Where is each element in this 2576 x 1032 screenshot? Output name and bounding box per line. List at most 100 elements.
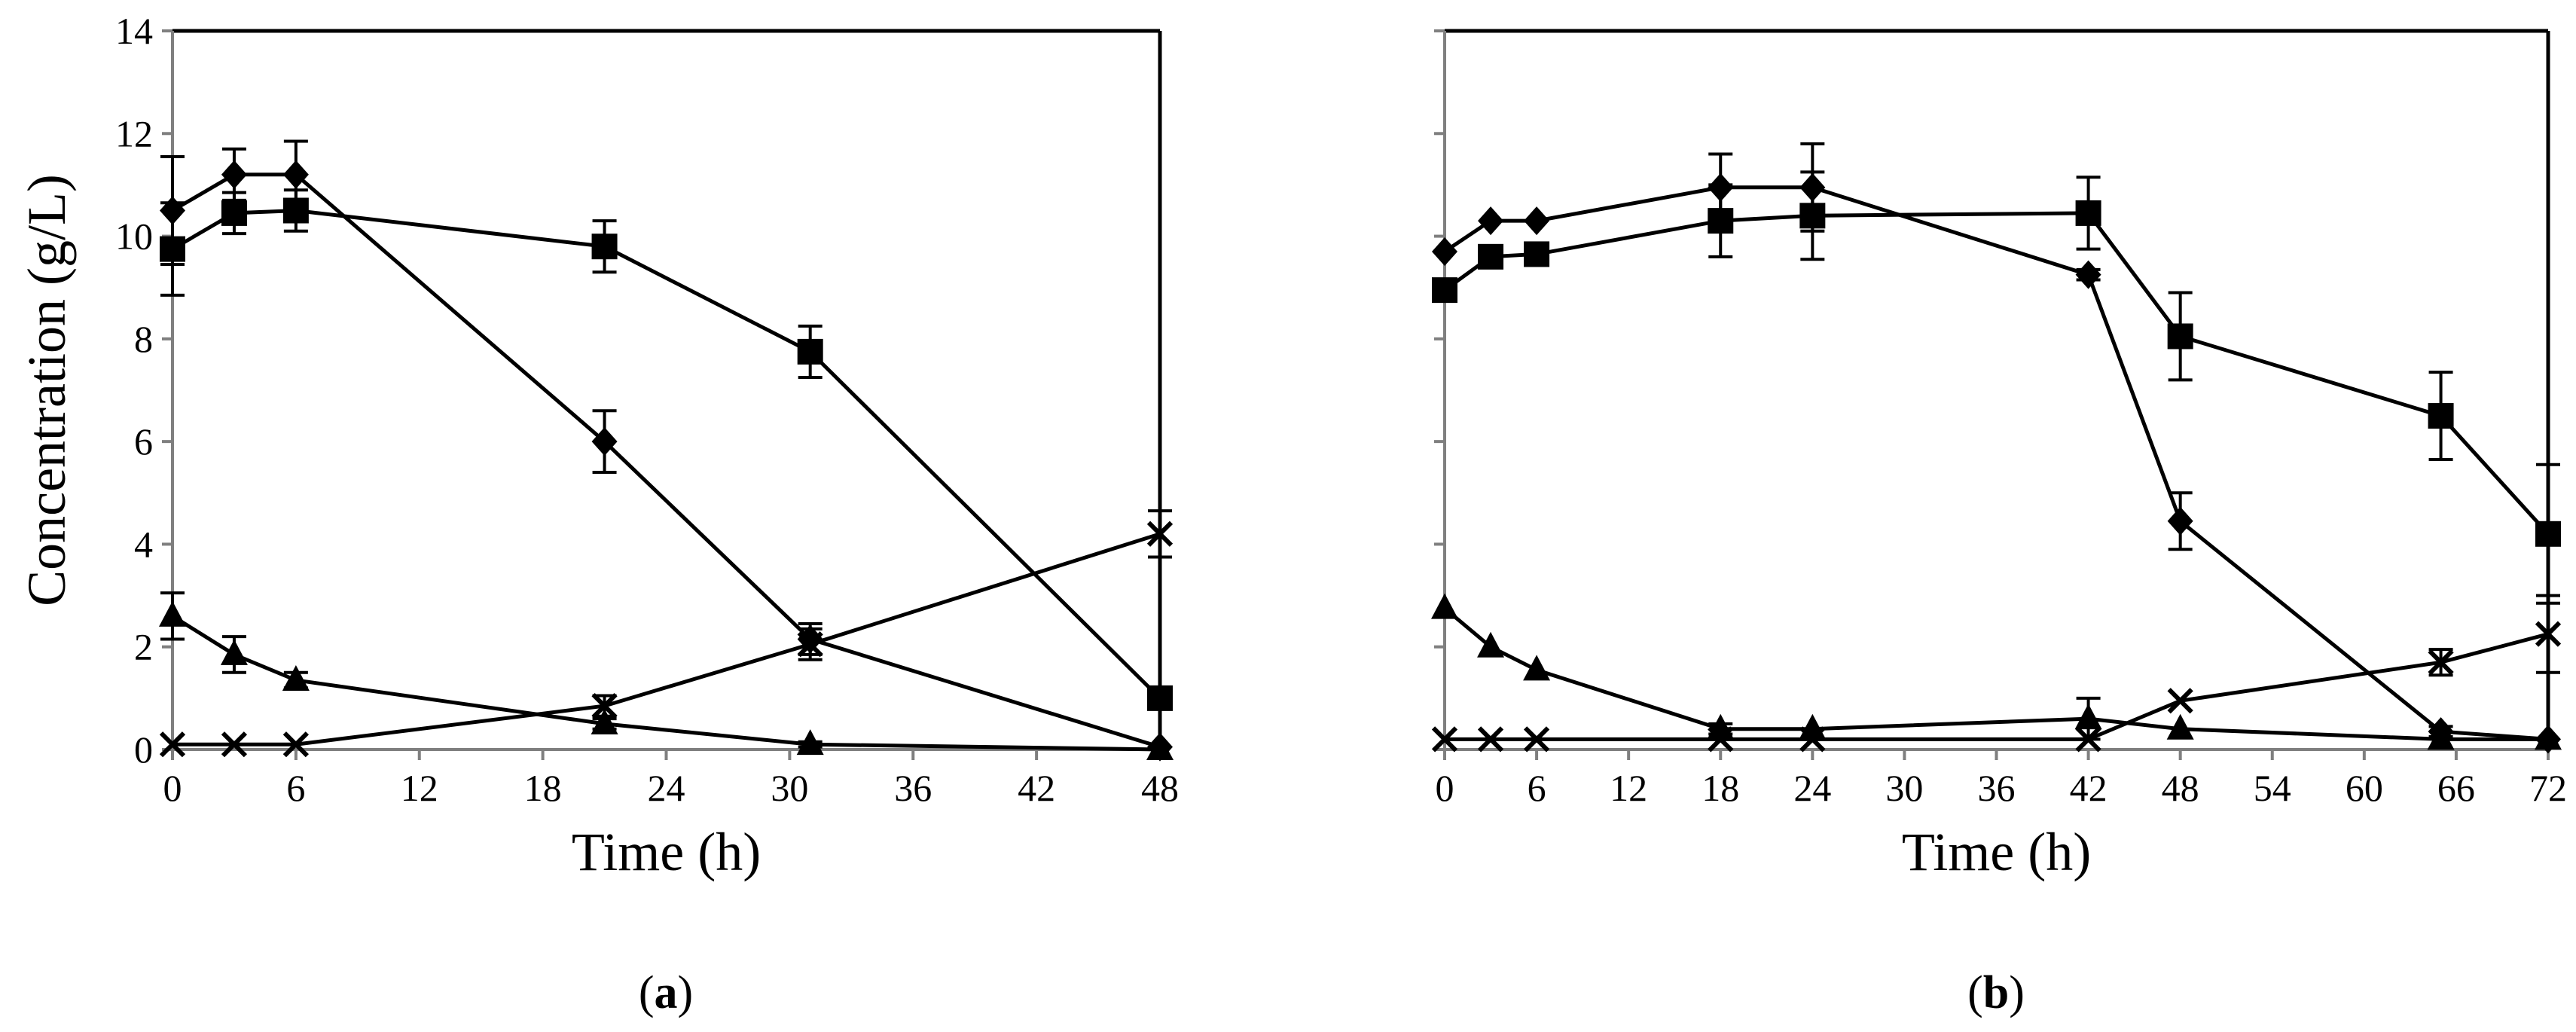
data-point-diamond (1432, 237, 1457, 267)
data-point-triangle (796, 729, 824, 756)
y-axis-title: Concentration (g/L) (17, 174, 77, 606)
data-point-cross (797, 631, 823, 658)
series-square (1432, 170, 2561, 605)
data-point-square (2428, 403, 2454, 429)
x-tick-label: 18 (524, 767, 562, 809)
data-point-triangle (2535, 724, 2562, 750)
data-point-cross (2167, 688, 2193, 714)
data-point-diamond (1524, 206, 1550, 236)
series-square (160, 188, 1173, 711)
x-tick-label: 24 (648, 767, 685, 809)
data-point-triangle (2166, 713, 2194, 740)
panel-b: 0 6 12 18 24 30 36 42 48 54 60 66 72 Time (h) (b) (1431, 29, 2567, 1018)
data-point-diamond (2167, 506, 2193, 536)
x-tick-label: 6 (1528, 767, 1546, 809)
data-point-cross (221, 731, 248, 758)
data-point-triangle (159, 600, 186, 627)
data-point-triangle (1523, 655, 1551, 681)
data-point-square (2167, 323, 2193, 350)
data-point-cross (1708, 726, 1734, 753)
data-point-cross (1477, 726, 1504, 753)
y-tick-label: 6 (134, 420, 153, 463)
series-triangle (1431, 593, 2562, 750)
y-tick-label: 4 (134, 523, 153, 565)
y-tick-label: 10 (115, 215, 153, 258)
x-tick-label: 48 (1141, 767, 1179, 809)
data-point-cross (2075, 726, 2101, 753)
data-point-square (797, 338, 823, 365)
data-point-diamond (2075, 260, 2101, 289)
data-point-triangle (1477, 631, 1505, 658)
data-point-cross (1431, 726, 1458, 753)
x-tick-label: 12 (1610, 767, 1647, 809)
data-point-cross (1799, 726, 1826, 753)
data-point-square (1708, 208, 1734, 234)
series-line (171, 614, 1161, 752)
data-point-triangle (2427, 724, 2455, 750)
data-point-cross (591, 692, 618, 719)
data-point-triangle (282, 665, 310, 692)
x-tick-label: 54 (2254, 767, 2291, 809)
x-tick-label: 60 (2346, 767, 2383, 809)
series-line (1443, 185, 2549, 741)
data-point-triangle (220, 639, 248, 665)
data-point-cross (159, 731, 186, 758)
series-diamond (1432, 142, 2561, 754)
data-point-square (1524, 241, 1550, 267)
x-axis-title: Time (h) (572, 822, 761, 882)
series-line (1443, 211, 2550, 536)
x-tick-label: 72 (2529, 767, 2567, 809)
series-diamond (160, 139, 1173, 762)
data-point-cross (1523, 726, 1550, 753)
data-point-square (2075, 200, 2101, 226)
x-axis-title: Time (h) (1902, 822, 2091, 882)
x-tick-label: 30 (1885, 767, 1923, 809)
data-point-square (1799, 203, 1826, 229)
x-tick-label: 0 (1436, 767, 1454, 809)
x-tick-label: 48 (2162, 767, 2199, 809)
data-point-square (1478, 243, 1504, 270)
panel-label: (a) (639, 967, 693, 1018)
y-tick-label: 2 (134, 626, 153, 668)
x-tick-label: 12 (401, 767, 438, 809)
y-tick-label: 12 (115, 112, 153, 154)
panel-letter: b (1983, 967, 2009, 1018)
data-point-square (1147, 685, 1173, 711)
series-line (171, 208, 1161, 700)
series-triangle (159, 591, 1174, 760)
series-line (172, 532, 1161, 747)
series-line (1443, 606, 2548, 741)
data-point-square (160, 236, 185, 262)
data-point-triangle (1431, 593, 1458, 619)
x-tick-label: 42 (1018, 767, 1055, 809)
x-tick-label: 0 (163, 767, 182, 809)
x-tick-label: 18 (1702, 767, 1739, 809)
y-tick-label: 0 (134, 728, 153, 771)
data-point-square (221, 200, 247, 226)
data-point-triangle (1146, 734, 1174, 760)
data-point-diamond (221, 160, 247, 189)
data-point-square (2535, 521, 2561, 547)
panel-label: (b) (1967, 967, 2025, 1018)
x-tick-label: 42 (2070, 767, 2107, 809)
data-point-cross (2535, 621, 2562, 647)
y-tick-label: 8 (134, 318, 153, 360)
x-tick-label: 36 (894, 767, 932, 809)
data-point-triangle (2074, 704, 2102, 730)
x-tick-label: 30 (771, 767, 808, 809)
data-point-diamond (1478, 206, 1504, 236)
data-point-cross (2428, 649, 2454, 676)
series-cross (159, 509, 1174, 758)
series-line (171, 173, 1161, 749)
data-point-square (591, 234, 618, 260)
data-point-diamond (591, 427, 618, 456)
data-point-triangle (591, 708, 618, 734)
data-point-cross (1146, 521, 1174, 547)
data-point-cross (282, 731, 309, 758)
x-tick-label: 66 (2437, 767, 2475, 809)
panel-letter: a (655, 967, 678, 1018)
data-point-diamond (282, 160, 309, 189)
x-tick-label: 6 (286, 767, 305, 809)
